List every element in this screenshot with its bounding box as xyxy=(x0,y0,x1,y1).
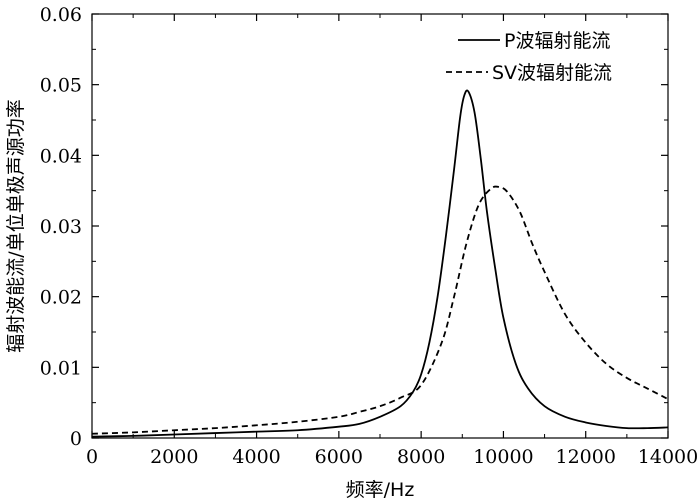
x-tick-label: 10000 xyxy=(473,446,533,468)
x-tick-label: 4000 xyxy=(232,446,280,468)
x-tick-labels: 0 2000 4000 6000 8000 10000 12000 14000 xyxy=(86,446,698,468)
legend: P波辐射能流 SV波辐射能流 xyxy=(446,30,612,84)
y-tick-labels: 0 0.01 0.02 0.03 0.04 0.05 0.06 xyxy=(40,4,82,450)
x-tick-label: 12000 xyxy=(555,446,615,468)
legend-label-p-wave: P波辐射能流 xyxy=(504,30,610,52)
x-axis-title: 频率/Hz xyxy=(346,479,415,501)
y-tick-label: 0.02 xyxy=(40,287,82,309)
y-tick-label: 0.04 xyxy=(40,145,82,167)
x-tick-label: 6000 xyxy=(315,446,363,468)
y-tick-label: 0.06 xyxy=(40,4,82,26)
y-tick-label: 0.01 xyxy=(40,357,82,379)
x-tick-label: 8000 xyxy=(397,446,445,468)
y-tick-label: 0.05 xyxy=(40,75,82,97)
x-tick-label: 2000 xyxy=(150,446,198,468)
axis-ticks xyxy=(91,13,669,439)
y-tick-label: 0 xyxy=(70,428,82,450)
series-line-sv-wave xyxy=(91,185,669,435)
x-tick-label: 14000 xyxy=(638,446,698,468)
series-line-p-wave xyxy=(91,89,669,438)
y-axis-title: 辐射波能流/单位单极声源功率 xyxy=(5,99,27,352)
legend-label-sv-wave: SV波辐射能流 xyxy=(492,62,612,84)
x-tick-label: 0 xyxy=(86,446,98,468)
y-tick-label: 0.03 xyxy=(40,216,82,238)
series-layer xyxy=(91,89,669,438)
